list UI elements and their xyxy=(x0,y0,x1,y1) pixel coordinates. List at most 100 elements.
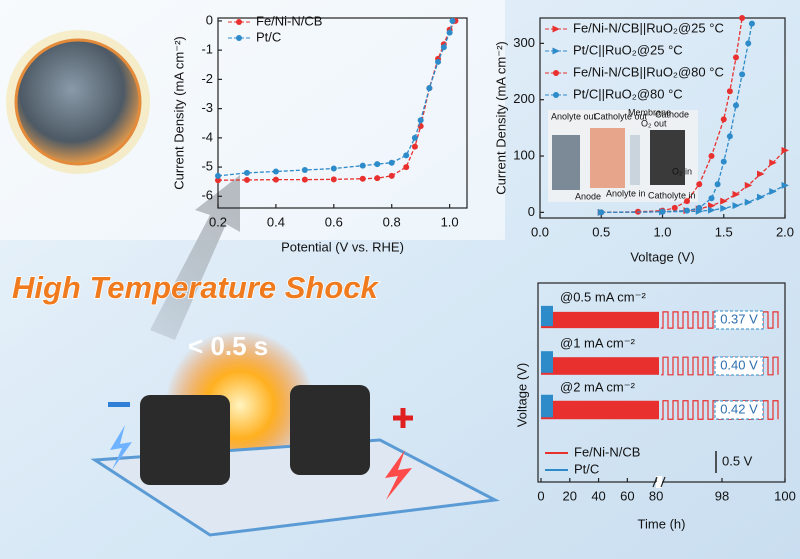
x-tick-label: 100 xyxy=(774,488,796,503)
cycling-block xyxy=(541,311,659,329)
legend-marker xyxy=(236,19,242,25)
inset-label: Anode xyxy=(575,191,601,201)
data-point xyxy=(732,190,740,198)
data-point xyxy=(272,168,279,175)
data-point xyxy=(449,17,456,24)
bolt-right xyxy=(385,450,412,500)
inset-label: Membrane xyxy=(628,107,671,117)
gap-label: 0.37 V xyxy=(720,311,758,326)
data-point xyxy=(769,159,777,167)
data-point xyxy=(215,177,221,184)
porous-sphere xyxy=(14,38,142,166)
pt-block xyxy=(541,394,553,418)
cycling-block xyxy=(541,400,659,420)
data-point xyxy=(744,181,753,189)
cycling-block xyxy=(541,357,659,375)
x-tick-label: 20 xyxy=(563,488,577,503)
data-point xyxy=(435,58,442,65)
legend-label: Fe/Ni-N/CB||RuO₂@80 °C xyxy=(573,64,724,79)
series-line xyxy=(217,20,456,181)
x-tick-label: 0 xyxy=(537,488,544,503)
x-tick-label: 0.8 xyxy=(383,214,401,229)
data-point xyxy=(739,71,746,78)
data-point xyxy=(411,134,418,141)
data-point xyxy=(388,159,395,166)
legend-label: Pt/C||RuO₂@25 °C xyxy=(573,42,683,57)
data-point xyxy=(744,198,753,206)
y-tick-label: 300 xyxy=(513,35,535,50)
data-point xyxy=(446,29,453,36)
data-point xyxy=(215,172,221,179)
data-point xyxy=(748,20,755,27)
data-point xyxy=(359,175,366,182)
y-tick-label: 0 xyxy=(528,204,535,219)
electrode-left xyxy=(140,395,230,485)
x-axis-label: Voltage (V) xyxy=(630,249,694,264)
headline: High Temperature Shock xyxy=(12,270,380,305)
data-point xyxy=(726,88,733,95)
x-tick-label: 1.0 xyxy=(653,224,671,239)
data-point xyxy=(708,202,716,210)
x-tick-label: 0.2 xyxy=(209,214,227,229)
gap-label: 0.40 V xyxy=(720,357,758,372)
inset-label: Anolyte in xyxy=(606,188,646,198)
data-point xyxy=(769,188,777,196)
x-tick-label: 0.0 xyxy=(531,224,549,239)
pt-block xyxy=(541,305,553,327)
current-label: @0.5 mA cm⁻² xyxy=(560,289,646,304)
current-label: @2 mA cm⁻² xyxy=(560,379,636,394)
y-axis-label: Voltage (V) xyxy=(514,363,529,427)
legend-marker xyxy=(553,92,559,98)
data-point xyxy=(720,116,727,123)
x-axis-label: Time (h) xyxy=(638,516,686,531)
inset-anode xyxy=(552,135,580,190)
data-point xyxy=(243,169,250,176)
data-point xyxy=(359,162,366,169)
data-point xyxy=(659,208,666,215)
legend-label: Pt/C||RuO₂@80 °C xyxy=(573,86,683,101)
y-tick-label: -2 xyxy=(201,71,213,86)
duration: < 0.5 s xyxy=(188,331,268,361)
plus-sign xyxy=(393,408,413,428)
data-point xyxy=(374,175,381,182)
inset-label: Catholyte out xyxy=(594,111,648,121)
data-point xyxy=(374,161,381,168)
legend-label: Pt/C xyxy=(256,29,281,44)
axis-break xyxy=(656,476,662,488)
x-tick-label: 98 xyxy=(715,488,729,503)
legend-marker xyxy=(553,70,559,76)
data-point xyxy=(708,206,716,214)
bolt-left xyxy=(110,425,132,470)
data-point xyxy=(781,181,789,189)
data-point xyxy=(671,204,678,211)
y-tick-label: -1 xyxy=(201,42,213,57)
current-label: @1 mA cm⁻² xyxy=(560,335,636,350)
inset-membrane xyxy=(630,135,640,185)
series-line xyxy=(601,23,753,214)
y-axis-label: Current Density (mA cm⁻²) xyxy=(493,41,508,195)
data-point xyxy=(714,181,721,188)
data-point xyxy=(426,85,433,92)
x-tick-label: 1.0 xyxy=(441,214,459,229)
data-point xyxy=(243,176,250,183)
y-tick-label: -3 xyxy=(201,100,213,115)
inset-label: Catholyte in xyxy=(648,190,696,200)
data-point xyxy=(411,143,418,150)
gap-label: 0.42 V xyxy=(720,401,758,416)
gap-box xyxy=(714,400,764,420)
data-point xyxy=(440,44,447,51)
legend-marker xyxy=(552,25,560,33)
x-tick-label: 0.5 xyxy=(592,224,610,239)
pt-block xyxy=(541,351,553,373)
legend-label: Fe/Ni-N/CB||RuO₂@25 °C xyxy=(573,20,724,35)
data-point xyxy=(696,204,703,211)
data-point xyxy=(301,176,308,183)
inset-label: Anolyte out xyxy=(551,111,597,121)
series-line xyxy=(217,20,454,177)
x-tick-label: 40 xyxy=(591,488,605,503)
data-point xyxy=(301,167,308,173)
data-point xyxy=(417,117,424,124)
data-point xyxy=(726,133,733,140)
data-point xyxy=(720,204,728,212)
x-tick-label: 60 xyxy=(620,488,634,503)
